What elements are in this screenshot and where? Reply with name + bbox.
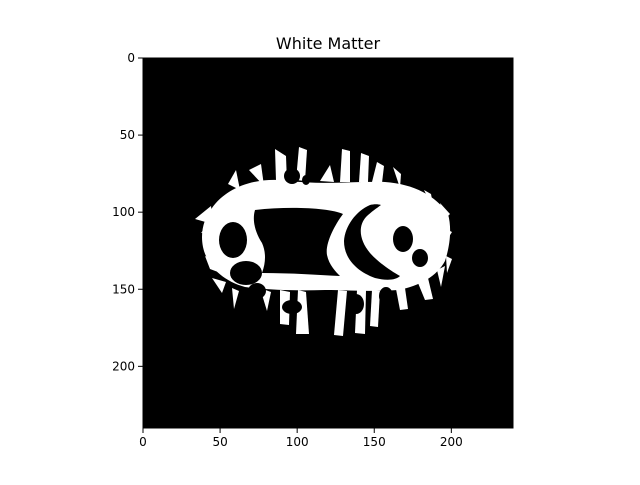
white-matter-mask — [195, 147, 452, 336]
image-axes — [142, 57, 514, 429]
y-tick-label: 100 — [112, 205, 135, 219]
x-axis-ticks: 0 50 100 150 200 — [139, 428, 463, 449]
x-tick-label: 100 — [286, 435, 309, 449]
x-tick-label: 150 — [363, 435, 386, 449]
x-tick-label: 200 — [440, 435, 463, 449]
y-tick-label: 0 — [127, 51, 135, 65]
y-tick-label: 150 — [112, 282, 135, 296]
image-frame — [142, 57, 514, 429]
y-tick-label: 200 — [112, 359, 135, 373]
y-tick-label: 50 — [120, 128, 135, 142]
x-tick-label: 50 — [212, 435, 227, 449]
x-tick-label: 0 — [139, 435, 147, 449]
plot-title: White Matter — [276, 34, 381, 53]
y-axis-ticks: 0 50 100 150 200 — [112, 51, 143, 373]
